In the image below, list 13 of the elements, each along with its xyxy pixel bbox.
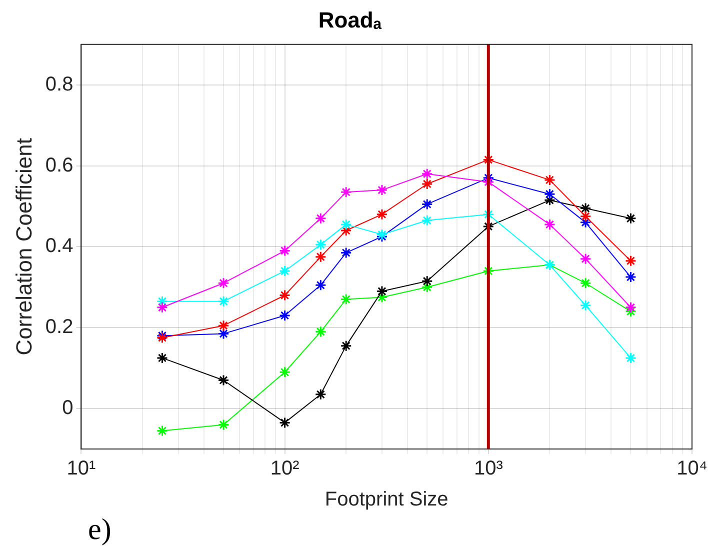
y-tick-label: 0.4 — [45, 235, 74, 258]
y-tick-label: 0.6 — [45, 154, 74, 176]
chart-title: Roadₐ — [318, 7, 382, 32]
x-tick-label: 10¹ — [66, 458, 96, 480]
text: e) — [88, 512, 112, 546]
y-tick-label: 0.8 — [45, 73, 74, 96]
y-tick-label: 0 — [62, 397, 74, 420]
x-tick-label: 10⁴ — [676, 458, 708, 480]
x-tick-label: 10³ — [474, 458, 504, 480]
x-axis-title: Footprint Size — [324, 488, 448, 511]
y-axis-title: Correlation Coefficient — [11, 138, 36, 356]
y-tick-label: 0.2 — [45, 316, 74, 338]
x-tick-label: 10² — [270, 458, 300, 480]
